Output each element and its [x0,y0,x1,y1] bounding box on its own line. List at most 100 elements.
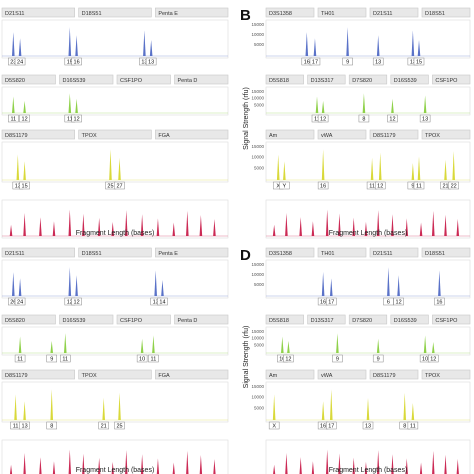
marker-bar [421,7,471,18]
allele-label: 11 [62,357,68,363]
y-tick: 10000 [251,96,264,101]
allele-label: 12 [67,300,73,306]
peak [321,100,325,113]
allele-label: 25 [116,424,122,430]
peak [431,210,435,236]
peak [329,278,333,296]
allele-label: 12 [396,300,402,306]
plot-frame [265,326,471,356]
marker-bar [317,369,367,380]
peak [12,272,15,296]
plot-frame [265,86,471,116]
peak [456,219,460,236]
marker-bar [1,129,75,140]
marker-bar [307,314,346,325]
peak [325,449,329,474]
peak [431,342,435,353]
peak [154,270,157,296]
peak [156,218,160,236]
marker-label: D8S1179 [373,373,396,379]
marker-label: CSF1PO [435,318,458,324]
allele-label: 8 [50,424,53,430]
marker-bar [116,314,171,325]
marker-label: D18S51 [425,11,445,17]
allele-label: X [276,184,280,190]
allele-label: 24 [17,300,23,306]
allele-box [317,114,329,123]
peak [452,151,455,180]
peak [315,96,319,113]
y-tick: 5000 [254,282,265,287]
peak [311,221,315,236]
lane-yellow: D8S1179 TPOX FGA 11 13 8 21 25 [1,369,229,430]
marker-bar [155,129,229,140]
allele-label: 11 [410,424,416,430]
peak [411,30,415,56]
peak [140,454,144,474]
allele-label: 17 [328,300,334,306]
marker-label: D16S539 [394,78,417,84]
peak [213,459,216,474]
allele-box [114,421,125,430]
y-tick: 5000 [254,405,265,410]
allele-box [428,354,439,363]
x-axis-label: Fragment Length (bases) [329,230,408,237]
peak [186,450,189,474]
marker-label: D16S539 [63,78,86,84]
peak [391,454,394,474]
peak [405,218,409,236]
peak [152,335,155,353]
peak [378,152,382,180]
marker-label: vWA [321,373,333,379]
marker-label: D3S1358 [269,11,292,17]
peak [18,336,22,353]
peak [456,459,459,474]
marker-label: CSF1PO [435,78,458,84]
marker-bar [1,7,75,18]
allele-label: 12 [74,117,80,123]
marker-label: TH01 [321,11,334,17]
allele-label: 13 [365,424,371,430]
marker-label: Penta D [178,78,198,84]
peak [336,333,339,353]
y-tick: 15000 [251,329,264,334]
allele-box [419,114,431,123]
allele-label: 13 [15,184,21,190]
marker-label: D8S1179 [5,133,28,139]
peak [377,450,380,474]
peak [285,212,288,236]
peak [18,38,22,56]
lane-red [1,439,229,474]
peak [68,209,72,236]
marker-label: Penta E [158,251,178,257]
allele-label: 15 [22,184,28,190]
peak [118,392,121,420]
marker-bar [59,74,114,85]
peak [9,224,13,236]
allele-box [309,57,321,66]
allele-label: 12 [377,184,383,190]
allele-label: X [272,424,276,430]
marker-bar [432,314,471,325]
allele-box [372,354,384,363]
allele-label: 12 [389,117,395,123]
peak [102,397,105,420]
peak [273,464,276,474]
peak [111,461,114,474]
allele-box [19,181,30,190]
marker-bar [1,369,75,380]
peak [276,154,280,180]
x-axis-label: Fragment Length (bases) [76,467,155,474]
peak [362,93,366,113]
panel-letter: B [240,7,251,24]
marker-bar [174,314,229,325]
marker-label: D16S539 [63,318,86,324]
panel-letter: D [240,247,251,264]
allele-box [71,114,82,123]
peak [75,35,78,56]
allele-label: 16 [74,60,80,66]
peak [299,217,302,236]
peak [444,214,447,236]
